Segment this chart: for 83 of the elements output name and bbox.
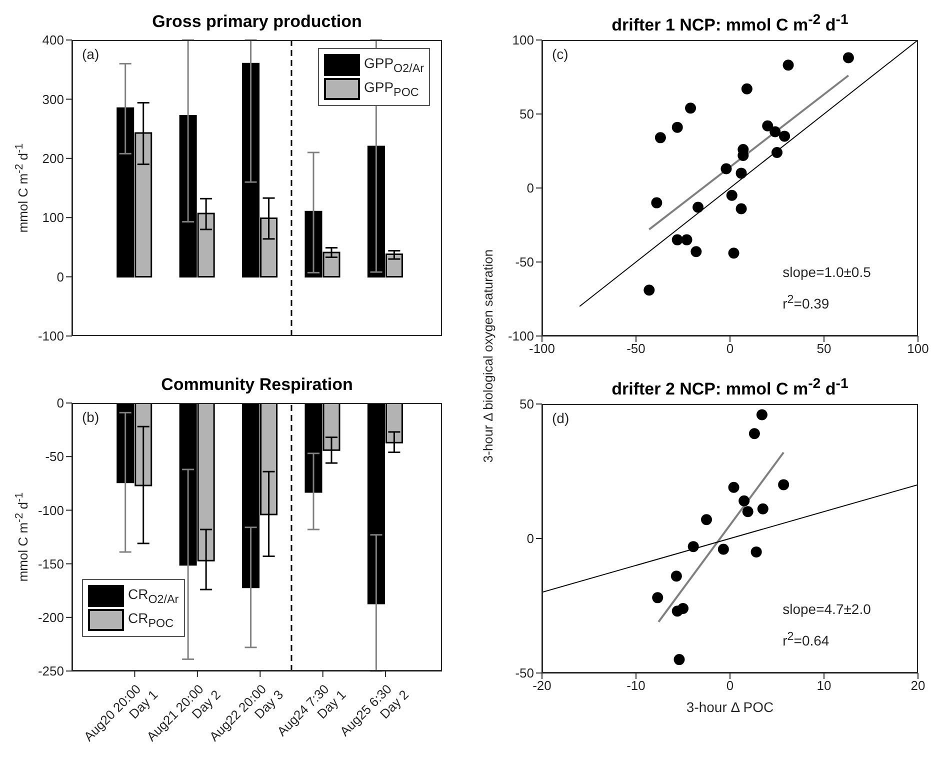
point — [692, 202, 704, 213]
x-tick-label: -10 — [626, 678, 646, 694]
point — [652, 592, 664, 604]
y-tick-label: 0 — [526, 180, 534, 196]
legend-label: GPP$_{O2/Ar}$ — [364, 55, 424, 75]
annotation: r$^{2}$=0.64 — [782, 630, 830, 649]
point — [756, 409, 768, 420]
point — [842, 52, 854, 64]
point — [654, 132, 666, 144]
y-tick-label: -50 — [515, 666, 534, 681]
annotation: slope=4.7±2.0 — [782, 601, 871, 617]
y-tick-label: -100 — [38, 502, 64, 518]
annotation: (d) — [552, 410, 570, 426]
y-tick-label: -200 — [38, 610, 64, 626]
point — [736, 168, 747, 179]
x-tick-label: 20 — [910, 678, 926, 694]
legend-label: GPP$_{POC}$ — [364, 79, 419, 99]
point — [757, 503, 768, 514]
y-tick-label: -100 — [38, 328, 64, 344]
point — [779, 130, 790, 142]
y-tick-label: -50 — [45, 449, 64, 464]
point — [672, 122, 683, 133]
annotation: (c) — [552, 46, 568, 62]
legend-label: CR$_{POC}$ — [128, 610, 174, 630]
y-tick-label: 400 — [42, 32, 64, 48]
y-tick-label: 0 — [526, 531, 534, 546]
point — [672, 234, 683, 246]
y-tick-label: -150 — [38, 556, 64, 572]
y-tick-label: -250 — [38, 664, 64, 679]
point — [670, 570, 682, 582]
point — [681, 234, 692, 246]
x-tick-label: 100 — [907, 341, 929, 356]
point — [644, 284, 655, 296]
point — [726, 190, 738, 201]
point — [720, 163, 732, 174]
point — [741, 83, 752, 94]
y-tick-label: -50 — [515, 254, 534, 270]
point — [738, 495, 750, 506]
point — [688, 541, 699, 552]
chart-title: drifter 2 NCP: mmol C m$^{-2}$ d$^{-1}$ — [610, 376, 850, 400]
point — [736, 203, 747, 214]
x-tick-label: 50 — [816, 341, 832, 356]
y-tick-label: 200 — [42, 151, 64, 166]
chart-title: Community Respiration — [160, 375, 354, 395]
point — [678, 602, 688, 614]
point — [728, 248, 740, 259]
point — [685, 102, 696, 114]
y-tick-label: -100 — [508, 328, 534, 344]
point — [748, 428, 760, 440]
point — [728, 482, 740, 493]
x-tick-label: -20 — [532, 678, 552, 694]
annotation: (a) — [82, 46, 100, 62]
y-tick-label: 0 — [56, 269, 64, 284]
point — [690, 246, 702, 258]
y-axis-title: 3-hour Δ biological oxygen saturation — [480, 249, 496, 463]
x-tick-label: 10 — [816, 678, 832, 694]
chart-title: drifter 1 NCP: mmol C m$^{-2}$ d$^{-1}$ — [610, 12, 850, 36]
y-tick-label: 300 — [42, 92, 64, 107]
point — [701, 514, 712, 526]
legend-label: CR$_{O2/Ar}$ — [128, 586, 179, 606]
annotation: r$^{2}$=0.39 — [782, 293, 830, 312]
y-tick-label: 100 — [512, 32, 534, 48]
y-tick-label: 50 — [520, 106, 534, 122]
point — [782, 60, 794, 71]
point — [762, 120, 774, 132]
point — [742, 506, 754, 518]
point — [770, 126, 781, 138]
point — [651, 197, 662, 208]
x-tick-label: 0 — [726, 341, 734, 356]
y-tick-label: 100 — [42, 210, 64, 226]
point — [674, 654, 685, 666]
point — [772, 146, 782, 158]
x-tick-label: -50 — [626, 341, 646, 356]
x-tick-label: 0 — [726, 678, 734, 694]
annotation: (b) — [82, 409, 100, 425]
y-tick-label: 50 — [520, 396, 534, 412]
chart-title: Gross primary production — [151, 12, 363, 32]
y-tick-label: 0 — [56, 396, 64, 411]
point — [778, 479, 790, 490]
annotation: slope=1.0±0.5 — [782, 264, 871, 280]
point — [750, 546, 762, 558]
x-axis-title: 3-hour Δ POC — [685, 699, 775, 715]
point — [718, 544, 729, 555]
